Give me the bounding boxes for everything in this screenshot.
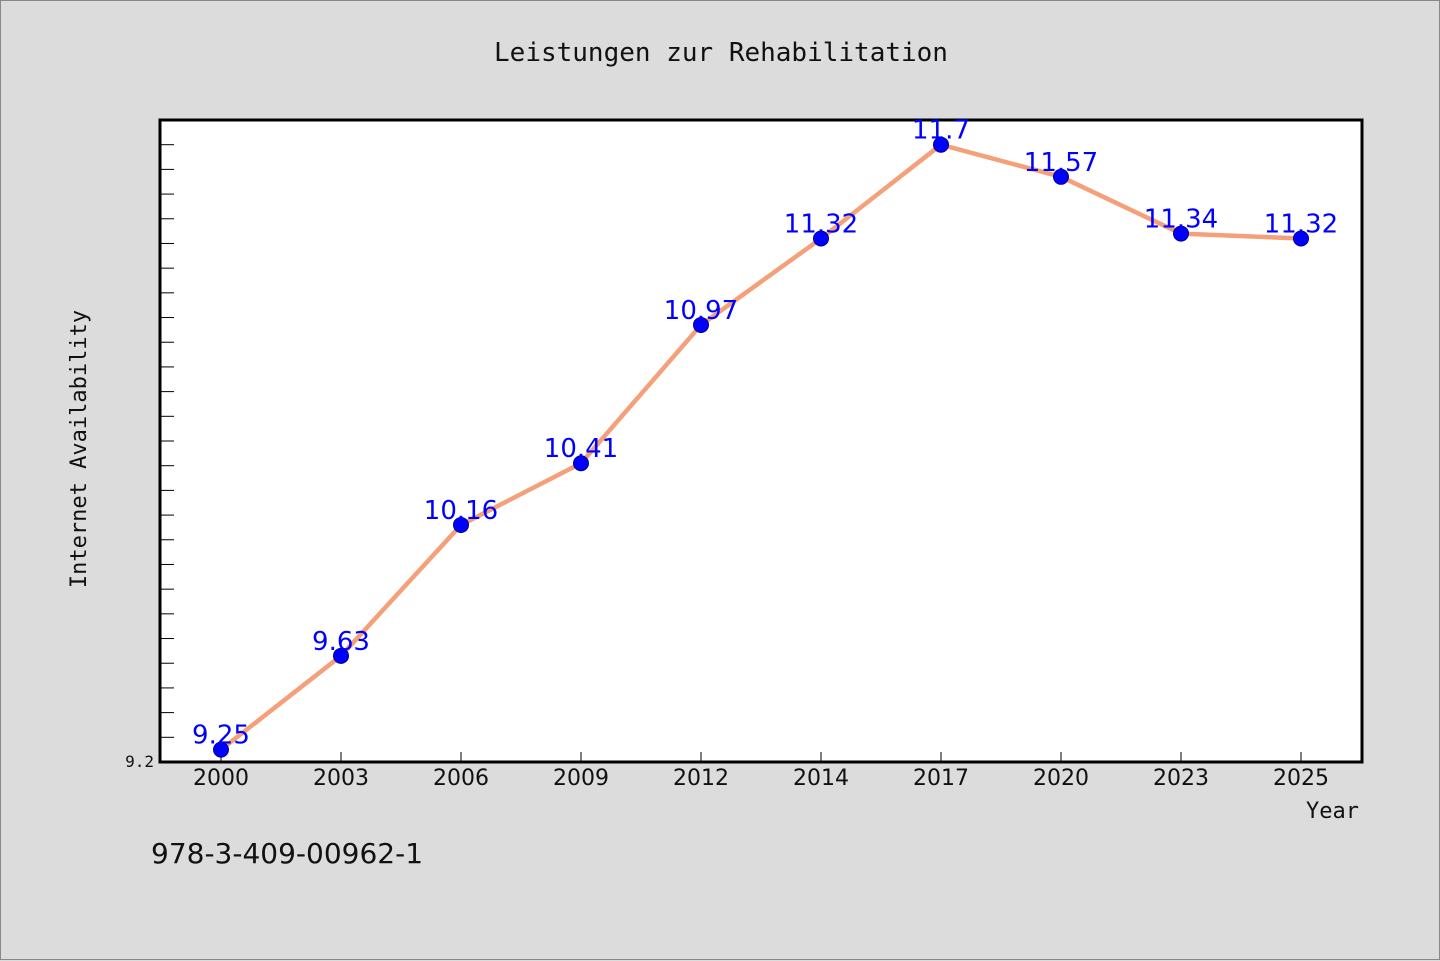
x-tick-label: 2012: [673, 766, 729, 791]
data-point-marker: [1293, 230, 1309, 247]
data-label: 10.41: [544, 434, 618, 464]
x-tick-label: 2020: [1033, 766, 1089, 791]
series-line-group: [218, 142, 1304, 752]
y-axis-label: Internet Availability: [67, 310, 92, 588]
x-tick-label: 2000: [193, 766, 249, 791]
data-label: 9.25: [192, 721, 250, 751]
isbn-footer: 978-3-409-00962-1: [151, 837, 423, 870]
plot-area: [158, 118, 1364, 764]
data-point-marker: [573, 455, 589, 472]
data-point-marker: [933, 136, 949, 153]
x-tick-label: 2014: [793, 766, 849, 791]
x-tick-label: 2009: [553, 766, 609, 791]
data-point-marker: [693, 316, 709, 333]
data-label: 9.63: [312, 627, 370, 657]
data-label: 11.32: [784, 210, 858, 240]
data-point-marker: [333, 647, 349, 664]
x-tick-label: 2006: [433, 766, 489, 791]
x-tick-label: 2003: [313, 766, 369, 791]
data-point-marker: [1173, 225, 1189, 242]
x-tick-label: 2025: [1273, 766, 1329, 791]
x-axis-ticks: 2000 2003 2006 2009 2012 2014 2017 2020 2023 2025: [193, 752, 1329, 791]
data-label: 11.57: [1024, 148, 1098, 178]
series-line: [218, 142, 1304, 752]
data-labels-group: 9.25 9.63 10.16 10.41 10.97 11.32 11.7 11.57 11.…: [192, 116, 1338, 751]
x-axis-label: Year: [1306, 799, 1359, 824]
data-point-marker: [213, 741, 229, 758]
markers-group: [213, 136, 1309, 758]
data-point-marker: [453, 516, 469, 533]
y-axis-ticks: 9.2: [125, 119, 174, 771]
data-point-marker: [813, 230, 829, 247]
data-label: 10.16: [424, 496, 498, 526]
data-label: 11.34: [1144, 205, 1218, 235]
x-tick-label: 2017: [913, 766, 969, 791]
data-label: 10.97: [664, 296, 738, 326]
data-label: 11.7: [912, 116, 970, 146]
data-label: 11.32: [1264, 210, 1338, 240]
x-tick-label: 2023: [1153, 766, 1209, 791]
chart-title: Leistungen zur Rehabilitation: [494, 38, 948, 68]
y-tick-label: 9.2: [125, 752, 154, 771]
data-point-marker: [1053, 168, 1069, 185]
